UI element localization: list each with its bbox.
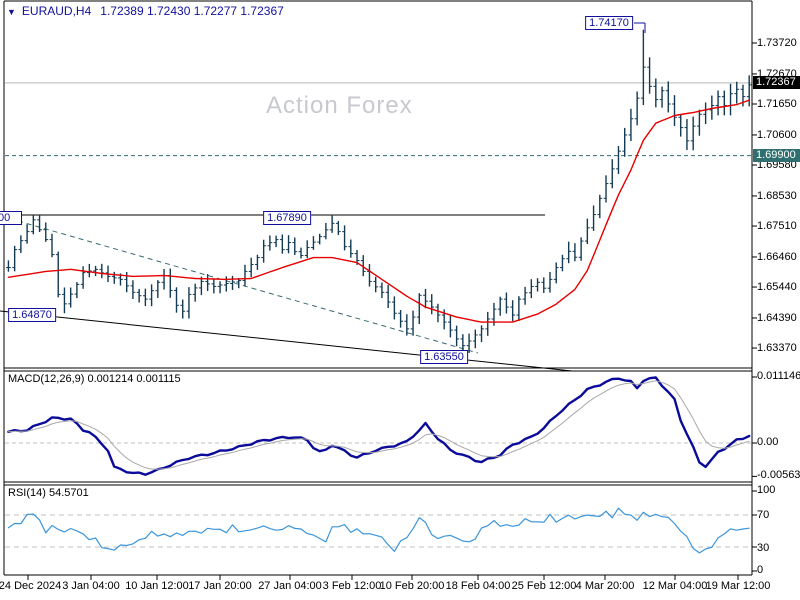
price-tick-label: 1.71650 xyxy=(757,98,797,110)
price-tick-label: 1.73720 xyxy=(757,37,797,49)
rsi-tick-label: 0 xyxy=(757,564,764,576)
date-tick-label: 18 Feb 04:00 xyxy=(445,580,511,592)
macd-tick-label: 0.00 xyxy=(757,436,779,448)
rsi-panel[interactable] xyxy=(5,485,752,575)
price-callout-peak-1.74170: 1.74170 xyxy=(585,16,633,30)
rsi-tick-label: 100 xyxy=(757,484,776,496)
symbol-dropdown-icon[interactable]: ▼ xyxy=(7,7,16,17)
date-tick-label: 24 Dec 2024 xyxy=(0,580,62,592)
macd-indicator-label: MACD(12,26,9) 0.001214 0.001115 xyxy=(8,373,181,385)
date-tick-label: 12 Mar 04:00 xyxy=(642,580,708,592)
date-tick-label: 27 Jan 04:00 xyxy=(258,580,322,592)
date-tick-label: 10 Jan 12:00 xyxy=(125,580,189,592)
date-tick-label: 17 Jan 20:00 xyxy=(188,580,252,592)
date-tick-label: 25 Feb 12:00 xyxy=(511,580,577,592)
macd-panel[interactable] xyxy=(5,371,752,481)
price-panel[interactable] xyxy=(5,14,752,367)
price-callout-clipped: 00 xyxy=(0,211,22,225)
macd-tick-label: 0.011146 xyxy=(757,370,800,382)
rsi-tick-label: 30 xyxy=(757,542,770,554)
date-tick-label: 3 Jan 04:00 xyxy=(62,580,120,592)
price-callout-resistance-1.67890: 1.67890 xyxy=(263,211,311,225)
price-tick-label: 1.69580 xyxy=(757,159,797,171)
rsi-tick-label: 70 xyxy=(757,509,770,521)
macd-tick-label: -0.005639 xyxy=(757,469,800,481)
marked-level-tag: 1.69900 xyxy=(753,149,800,162)
price-callout-low-1.63550: 1.63550 xyxy=(420,350,468,364)
date-tick-label: 19 Mar 12:00 xyxy=(705,580,771,592)
price-callout-low-1.64870: 1.64870 xyxy=(8,308,56,322)
price-tick-label: 1.66460 xyxy=(757,251,797,263)
price-tick-label: 1.65440 xyxy=(757,281,797,293)
date-tick-label: 4 Mar 20:00 xyxy=(575,580,635,592)
price-tick-label: 1.64390 xyxy=(757,312,797,324)
rsi-indicator-label: RSI(14) 54.5701 xyxy=(8,487,89,499)
current-price-tag: 1.72367 xyxy=(753,76,800,89)
price-tick-label: 1.68530 xyxy=(757,190,797,202)
date-tick-label: 10 Feb 20:00 xyxy=(379,580,445,592)
price-tick-label: 1.63370 xyxy=(757,342,797,354)
watermark: Action Forex xyxy=(266,92,413,119)
price-tick-label: 1.70600 xyxy=(757,129,797,141)
ohlc-quotes-label: 1.72389 1.72430 1.72277 1.72367 xyxy=(100,4,284,18)
chart-title: ▼ EURAUD,H4 1.72389 1.72430 1.72277 1.7236… xyxy=(7,4,284,18)
price-tick-label: 1.67510 xyxy=(757,220,797,232)
symbol-period-label: EURAUD,H4 xyxy=(21,4,92,18)
date-tick-label: 3 Feb 12:00 xyxy=(322,580,382,592)
